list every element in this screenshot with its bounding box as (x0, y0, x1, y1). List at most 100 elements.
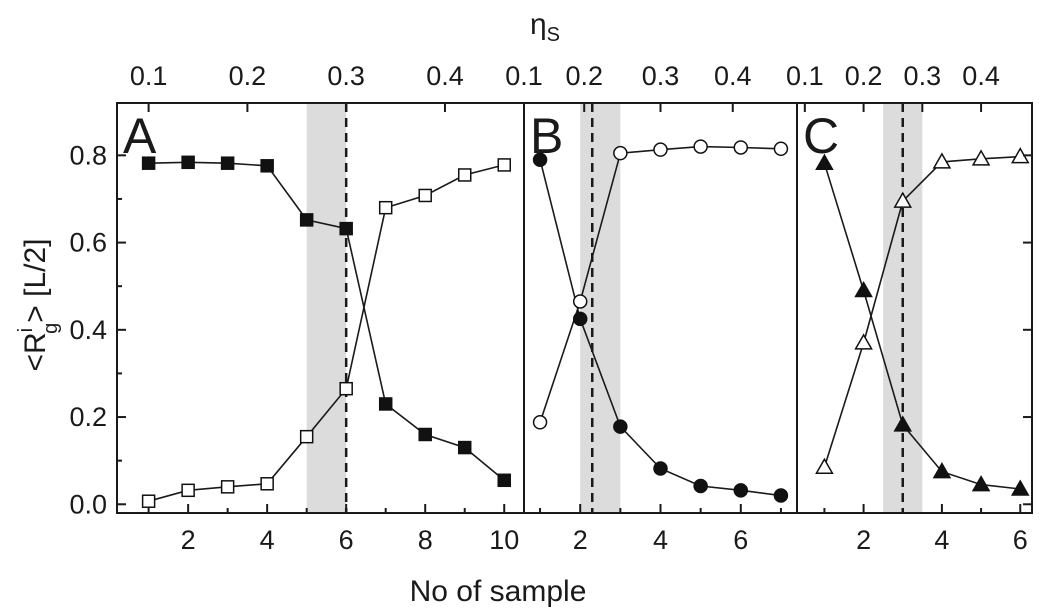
point-a-filled-9 (457, 440, 472, 455)
top-tick-label-c-1: 0.1 (786, 61, 824, 91)
point-b-open-5 (693, 139, 708, 154)
y-tick-label-1: 0.2 (69, 402, 107, 432)
point-b-filled-3 (613, 419, 628, 434)
point-b-open-4 (653, 142, 668, 157)
top-tick-label-a-3: 0.3 (327, 61, 365, 91)
point-a-filled-5 (299, 213, 314, 227)
point-a-open-1 (141, 494, 156, 508)
panel-label-a: A (123, 108, 157, 164)
top-tick-label-c-3: 0.3 (904, 61, 942, 91)
panel-label-c: C (803, 108, 839, 164)
point-b-open-1 (532, 415, 548, 430)
point-b-filled-4 (653, 461, 668, 476)
y-axis-title-main: <R (19, 332, 52, 371)
point-a-open-8 (418, 188, 432, 203)
x-tick-label-a-4: 4 (260, 525, 275, 555)
point-c-filled-4 (932, 462, 952, 479)
x-tick-label-b-4: 4 (653, 525, 668, 555)
x-tick-label-b-2: 2 (573, 525, 588, 555)
y-axis-title-sup: i (15, 328, 37, 332)
top-tick-label-a-4: 0.4 (426, 61, 464, 91)
x-tick-label-a-6: 6 (339, 525, 354, 555)
point-b-open-6 (733, 140, 749, 155)
point-a-filled-4 (260, 159, 274, 173)
top-tick-label-b-4: 0.4 (714, 61, 752, 91)
series-line-panel-a-open (148, 164, 505, 502)
top-tick-label-b-3: 0.3 (642, 61, 680, 91)
band-panel-b (580, 103, 621, 513)
point-c-filled-3 (893, 415, 913, 432)
dashed-markers (344, 103, 904, 513)
top-axis-subscript: S (547, 24, 560, 46)
point-a-filled-10 (497, 473, 511, 488)
point-a-filled-2 (181, 155, 195, 170)
x-axis-title: No of sample (410, 575, 587, 608)
point-b-filled-6 (733, 483, 749, 498)
series-line-panel-b-open (539, 145, 781, 423)
panel-label-b: B (530, 108, 563, 164)
top-tick-label-b-1: 0.1 (505, 61, 543, 91)
point-c-open-3 (893, 191, 913, 208)
point-c-filled-2 (854, 281, 873, 298)
top-tick-label-c-4: 0.4 (962, 61, 1000, 91)
y-tick-label-4: 0.8 (69, 140, 107, 170)
y-axis-title-tail: > [L/2] (19, 239, 52, 323)
top-tick-label-a-2: 0.2 (229, 61, 267, 91)
point-b-open-7 (773, 141, 789, 157)
y-axis-title-sub: g (40, 323, 62, 334)
y-tick-label-3: 0.6 (69, 228, 107, 258)
x-tick-label-c-6: 6 (1013, 525, 1028, 555)
point-b-open-3 (613, 145, 628, 161)
x-tick-label-a-2: 2 (181, 525, 196, 555)
tick-labels: 2 4 6 8 10 0.1 0.2 0.3 0.4 A 2 4 6 0.1 0.2 0.3 0.4 B 2 4 6 0.… (69, 61, 1027, 555)
point-c-open-1 (815, 457, 834, 474)
series-line-panel-c-open (823, 155, 1021, 468)
point-a-filled-1 (141, 156, 156, 170)
x-tick-label-a-10: 10 (489, 525, 519, 555)
y-tick-label-0: 0.0 (69, 489, 107, 519)
point-a-open-9 (457, 168, 472, 182)
x-tick-label-b-6: 6 (733, 525, 748, 555)
shaded-bands (306, 103, 923, 513)
frame-panel-b (523, 102, 798, 514)
point-c-filled-1 (815, 153, 834, 170)
point-b-filled-2 (572, 311, 588, 327)
point-b-filled-5 (693, 478, 708, 494)
point-b-open-2 (572, 294, 588, 309)
y-axis-title: <Ri g> [L/2] (15, 239, 62, 372)
point-a-open-10 (497, 158, 511, 172)
top-tick-label-a-1: 0.1 (130, 61, 168, 91)
point-a-open-7 (378, 200, 393, 215)
axis-ticks (117, 103, 1032, 513)
point-b-filled-1 (532, 152, 548, 167)
frame-panel-c (796, 102, 1033, 514)
series-line-panel-c-filled (823, 162, 1021, 490)
x-tick-label-c-2: 2 (856, 525, 871, 555)
point-a-open-5 (299, 429, 314, 444)
top-tick-label-c-2: 0.2 (845, 61, 883, 91)
top-tick-label-b-2: 0.2 (565, 61, 603, 91)
point-c-open-4 (932, 152, 952, 169)
point-c-filled-5 (971, 475, 991, 492)
point-a-open-4 (260, 477, 274, 491)
band-panel-a (306, 103, 347, 513)
point-a-open-6 (339, 381, 353, 396)
point-a-filled-7 (378, 397, 393, 411)
x-tick-label-a-8: 8 (418, 525, 433, 555)
point-a-open-2 (181, 483, 195, 498)
point-a-filled-3 (220, 156, 235, 170)
point-a-filled-6 (339, 221, 353, 236)
point-b-filled-7 (773, 488, 789, 503)
series-line-panel-b-filled (539, 159, 782, 497)
data-points (141, 139, 1030, 508)
point-c-filled-6 (1010, 479, 1030, 496)
point-c-open-2 (854, 333, 873, 350)
top-axis-eta: η (530, 8, 547, 41)
point-c-open-5 (971, 149, 991, 166)
x-tick-label-c-4: 4 (934, 525, 949, 555)
point-a-filled-8 (418, 427, 432, 442)
y-tick-label-2: 0.4 (69, 315, 107, 345)
top-axis-title: ηS (530, 8, 560, 46)
point-a-open-3 (220, 480, 235, 494)
